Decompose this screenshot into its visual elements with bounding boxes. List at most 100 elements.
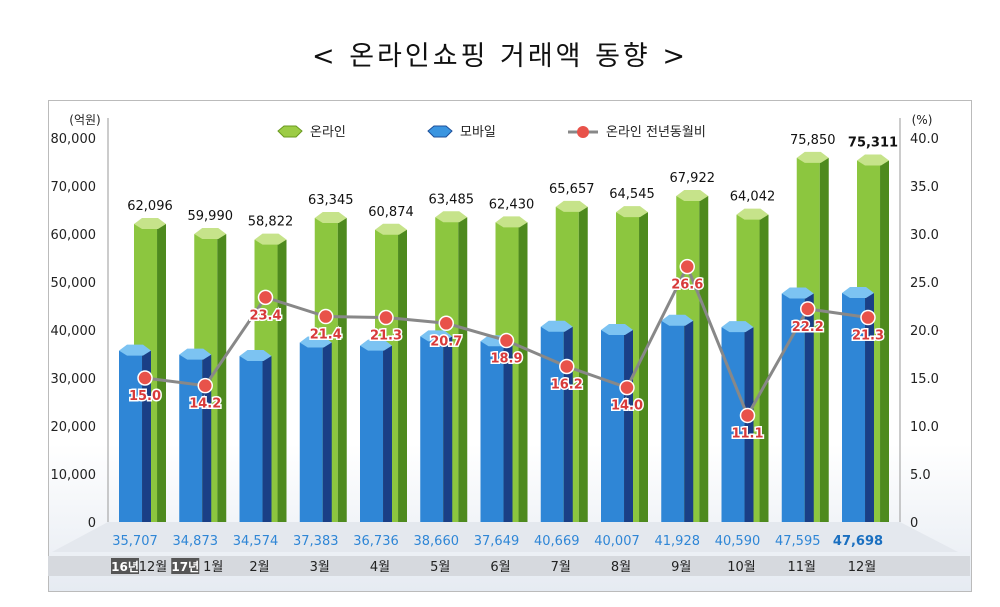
yoy-value-label: 26.6 [671,278,703,293]
category-label: 3월 [310,560,330,575]
online-value-label: 63,345 [308,193,354,208]
left-tick-label: 10,000 [51,468,97,483]
online-value-label: 64,042 [730,190,776,205]
yoy-value-label: 21.4 [310,328,342,343]
left-tick-label: 50,000 [51,276,97,291]
mobile-bar-side [624,329,633,522]
online-bar-top [857,154,889,166]
online-bar-side [699,195,709,522]
left-tick-label: 0 [88,516,96,531]
mobile-value-label: 47,698 [833,534,883,549]
mobile-bar [721,327,745,522]
online-bar-side [578,206,588,522]
mobile-bar [239,356,263,522]
mobile-value-label: 35,707 [112,534,158,549]
online-bar-top [194,228,227,240]
right-axis-label: (%) [912,113,933,127]
yoy-marker [257,289,274,306]
online-bar-side [880,160,889,522]
right-tick-label: 20.0 [910,324,939,339]
online-bar-top [616,206,648,218]
right-tick-label: 5.0 [910,468,931,483]
mobile-value-label: 37,383 [293,534,339,549]
mobile-bar [781,293,805,522]
mobile-bar [480,341,504,522]
mobile-bar-side [142,350,151,522]
mobile-bar-top [360,339,392,351]
yoy-value-label: 23.4 [249,308,281,323]
mobile-bar [601,329,625,522]
legend-label: 모바일 [460,125,496,140]
yoy-value-label: 16.2 [551,377,583,392]
mobile-value-label: 34,873 [173,534,219,549]
mobile-bar-top [299,336,332,348]
online-value-label: 59,990 [188,209,234,224]
right-tick-label: 10.0 [910,420,939,435]
mobile-bar [360,345,384,522]
left-tick-label: 60,000 [51,228,97,243]
online-value-label: 65,657 [549,182,595,197]
mobile-value-label: 34,574 [233,534,279,549]
yoy-marker [318,308,334,325]
left-tick-label: 20,000 [51,420,97,435]
category-label: 12월 [848,560,877,575]
left-tick-label: 40,000 [51,324,97,339]
left-tick-label: 80,000 [51,132,97,147]
mobile-value-label: 40,669 [534,534,580,549]
mobile-bar [179,354,203,522]
mobile-value-label: 36,736 [353,534,399,549]
online-bar-top [134,217,166,229]
mobile-value-label: 41,928 [655,534,701,549]
left-axis-label: (억원) [69,113,100,127]
yoy-value-label: 14.2 [189,397,221,412]
mobile-bar [119,350,143,522]
mobile-value-label: 37,649 [474,534,520,549]
mobile-bar-top [540,320,573,332]
mobile-bar [540,326,564,522]
category-label: 4월 [370,560,390,575]
mobile-bar-side [563,326,573,522]
category-label: 2월 [249,560,269,575]
category-label: 11월 [787,560,816,575]
left-tick-label: 30,000 [51,372,97,387]
mobile-bar-side [383,345,392,522]
online-value-label: 62,430 [489,197,535,212]
online-value-label: 58,822 [248,215,294,230]
online-bar-top [435,211,468,223]
online-bar-side [217,234,227,522]
yoy-marker [559,358,575,375]
right-tick-label: 30.0 [910,228,939,243]
mobile-bar [420,336,444,522]
left-tick-label: 70,000 [51,180,97,195]
category-label: 12월 [139,560,168,575]
mobile-bar-side [865,293,874,522]
online-bar-side [759,214,769,523]
yoy-value-label: 11.1 [731,426,763,441]
yoy-marker [800,301,816,317]
category-label: 7월 [551,560,571,575]
online-value-label: 75,311 [848,136,898,151]
category-label: 9월 [671,560,691,575]
online-bar-top [676,189,709,201]
online-bar-top [375,223,407,235]
mobile-bar-side [503,341,513,522]
category-label: 5월 [430,560,450,575]
chart-title: < 온라인쇼핑 거래액 동향 > [312,41,688,72]
yoy-value-label: 15.0 [129,389,161,404]
online-bar-side [819,157,829,523]
online-bar-side [458,217,468,522]
online-bar-top [736,208,769,220]
online-bar-top [555,200,588,212]
mobile-bar-side [804,293,814,522]
category-row [48,556,970,576]
right-tick-label: 0 [910,516,918,531]
category-label: 10월 [727,560,756,575]
yoy-marker [137,370,153,386]
online-bar-top [314,211,347,223]
online-bar-top [796,151,829,163]
mobile-bar-side [322,342,332,522]
year-badge-label: 17년 [171,560,199,574]
mobile-bar-top [601,323,633,335]
